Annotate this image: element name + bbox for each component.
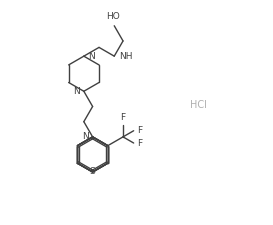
Text: N: N xyxy=(73,87,79,96)
Text: F: F xyxy=(137,139,143,148)
Text: HCl: HCl xyxy=(190,100,207,110)
Text: N: N xyxy=(82,132,89,141)
Text: F: F xyxy=(120,113,126,122)
Text: F: F xyxy=(137,126,143,135)
Text: HO: HO xyxy=(106,12,120,21)
Text: N: N xyxy=(88,52,95,61)
Text: NH: NH xyxy=(120,52,133,61)
Text: S: S xyxy=(90,167,96,176)
